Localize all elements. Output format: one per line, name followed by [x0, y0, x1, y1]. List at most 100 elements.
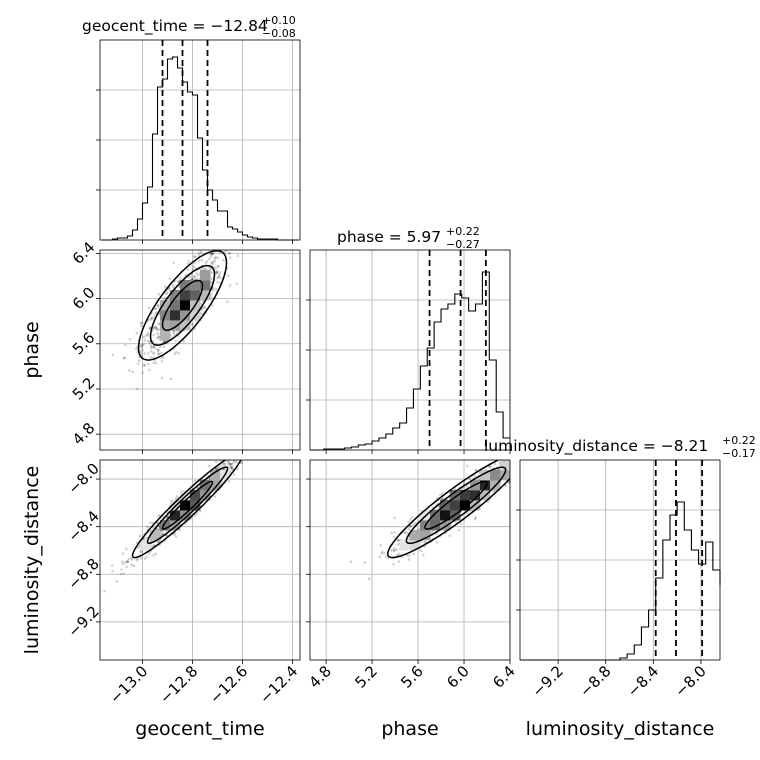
sample-point	[126, 560, 130, 563]
sample-point	[414, 521, 418, 525]
sample-point	[111, 569, 114, 573]
sample-point	[226, 460, 230, 464]
sample-point	[210, 261, 214, 264]
sample-point	[126, 560, 130, 564]
sample-point	[216, 280, 219, 284]
x-tick-label: 5.2	[351, 662, 381, 692]
ylabel-luminosity-distance: luminosity_distance	[21, 466, 43, 655]
sample-point	[210, 303, 214, 307]
sample-point	[252, 436, 255, 439]
sample-point	[228, 463, 232, 466]
sample-point	[234, 455, 237, 458]
sample-point	[242, 456, 245, 459]
sample-point	[156, 348, 159, 352]
sample-point	[209, 296, 213, 299]
sample-point	[516, 463, 519, 466]
sample-point	[155, 332, 159, 335]
sample-point	[228, 252, 232, 255]
title-phase-plus: +0.22	[446, 225, 480, 238]
scatter-points	[111, 233, 240, 391]
sample-point	[175, 350, 178, 354]
sample-point	[430, 530, 434, 534]
sample-point	[228, 454, 231, 457]
x-tick-label: −8.4	[624, 662, 662, 700]
density-cell	[440, 510, 451, 521]
sample-point	[127, 557, 131, 561]
sample-point	[198, 259, 201, 262]
sample-point	[409, 518, 412, 521]
sample-point	[210, 252, 214, 256]
sample-point	[205, 260, 209, 263]
sample-point	[221, 462, 225, 465]
sample-point	[210, 252, 214, 256]
sample-point	[156, 350, 160, 353]
title-geocent-time-plus: +0.10	[262, 14, 296, 27]
sample-point	[149, 346, 153, 350]
sample-point	[222, 237, 225, 240]
sample-point	[189, 275, 193, 278]
sample-point	[215, 271, 218, 274]
sample-point	[154, 307, 158, 310]
sample-point	[196, 274, 200, 277]
sample-point	[363, 561, 367, 564]
sample-point	[174, 535, 178, 538]
sample-point	[488, 465, 491, 468]
sample-point	[448, 534, 452, 537]
sample-point	[217, 275, 221, 278]
sample-point	[217, 275, 220, 279]
sample-point	[130, 563, 133, 567]
sample-point	[257, 454, 260, 457]
sample-point	[139, 350, 143, 353]
sample-point	[240, 456, 243, 459]
sample-point	[143, 557, 147, 560]
contour-line	[146, 466, 229, 545]
sample-point	[243, 453, 246, 456]
sample-point	[254, 447, 257, 450]
sample-point	[219, 276, 223, 280]
histogram-step	[310, 271, 510, 451]
density-cell	[170, 510, 181, 521]
density-cell	[160, 300, 171, 311]
x-tick-label: −12.6	[206, 662, 251, 707]
density-cell	[170, 300, 181, 311]
sample-point	[466, 464, 469, 468]
sample-point	[153, 307, 157, 311]
sample-point	[210, 271, 214, 275]
sample-point	[162, 532, 165, 535]
sample-point	[407, 527, 411, 531]
sample-point	[120, 560, 124, 563]
sample-point	[200, 251, 203, 255]
density-cell	[480, 470, 491, 481]
sample-point	[238, 457, 241, 460]
sample-point	[520, 467, 523, 470]
density-cell	[480, 480, 491, 491]
sample-point	[234, 457, 237, 460]
sample-point	[209, 245, 212, 248]
sample-point	[232, 460, 236, 462]
sample-point	[459, 522, 463, 525]
density-cell	[180, 320, 191, 331]
sample-point	[222, 233, 225, 236]
sample-point	[150, 316, 154, 320]
sample-point	[139, 346, 142, 349]
sample-point	[214, 266, 218, 270]
sample-point	[157, 352, 161, 356]
density-cell	[180, 490, 191, 501]
sample-point	[252, 447, 255, 450]
sample-point	[151, 351, 155, 354]
sample-point	[236, 467, 239, 471]
sample-point	[203, 306, 207, 310]
sample-point	[162, 297, 165, 301]
sample-point	[513, 460, 516, 463]
sample-point	[405, 554, 409, 557]
sample-point	[202, 305, 206, 308]
sample-point	[212, 260, 216, 264]
density-cell	[170, 310, 181, 321]
sample-point	[245, 453, 248, 456]
sample-point	[130, 558, 134, 561]
density-cell	[400, 540, 411, 551]
sample-point	[239, 461, 243, 465]
sample-point	[231, 468, 234, 471]
sample-point	[392, 547, 396, 550]
sample-point	[139, 343, 143, 347]
